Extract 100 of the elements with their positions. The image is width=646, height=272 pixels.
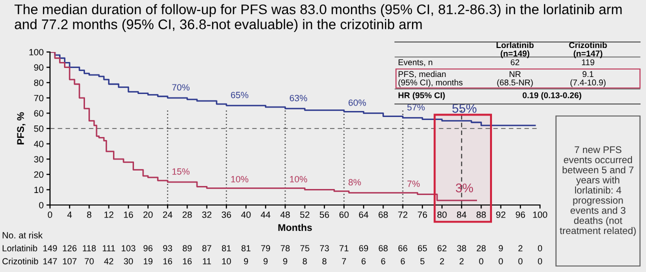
annotation: 63% (290, 94, 308, 102)
text: 62 (438, 245, 446, 252)
annotation: Events, n (398, 59, 432, 66)
text: 7 (342, 258, 346, 264)
text: 8 (302, 258, 307, 264)
text: 0 (538, 258, 542, 264)
y-tick-label: 70 (34, 94, 44, 102)
text: 66 (398, 245, 408, 252)
x-tick-label: 48 (280, 211, 290, 218)
text: 16 (163, 258, 172, 264)
text: 70 (84, 258, 94, 264)
x-tick-label: 44 (260, 212, 270, 218)
text: 73 (320, 245, 329, 252)
text: 0 (498, 258, 503, 264)
text: 78 (280, 245, 290, 252)
text: 81 (222, 245, 231, 252)
text: 38 (457, 245, 466, 252)
text: 6 (381, 258, 386, 264)
text: 75 (300, 245, 310, 252)
x-tick-label: 64 (359, 211, 368, 218)
x-tick-label: 88 (476, 211, 486, 218)
x-tick-label: 52 (300, 211, 310, 218)
text: 9.1 (7.4-10.9) (570, 71, 606, 88)
text: 19 (144, 258, 152, 264)
text: 6 (400, 258, 405, 264)
annotation: 7% (407, 180, 420, 187)
x-tick-label: 32 (202, 211, 212, 218)
text: 0 (518, 258, 522, 264)
annotation: 10% (290, 176, 308, 182)
text: 93 (163, 245, 172, 252)
y-tick-label: 90 (34, 64, 44, 71)
annotation: PFS, median (95% CI), months (398, 70, 463, 88)
text: No. at risk (2, 232, 43, 238)
x-tick-label: 76 (418, 211, 428, 218)
text: 9 (498, 245, 503, 252)
x-tick-label: 56 (320, 211, 330, 218)
text: 9 (244, 258, 248, 264)
x-tick-label: 68 (378, 211, 388, 218)
text: 16 (183, 258, 192, 264)
x-axis-title: Months (278, 224, 312, 231)
text: 65 (418, 245, 427, 252)
text: 81 (242, 245, 250, 252)
text: 87 (202, 245, 212, 252)
annotation: 15% (172, 168, 190, 175)
y-tick-label: 30 (34, 156, 44, 162)
annotation: NR (68.5-NR) (497, 71, 533, 88)
text: 111 (102, 245, 116, 252)
text: 30 (124, 258, 133, 264)
annotation: 3% (456, 184, 473, 192)
text: 119 (582, 59, 594, 66)
x-tick-label: 60 (339, 211, 349, 218)
chart-title: The median duration of follow-up for PFS was 83.0 months (95% CI, 81.2-86.3) in the lorlatinib arm and 77.2 months (95% CI, 36.8-not evaluable) in the crizotinib arm (14, 4, 622, 32)
text: 9 (283, 258, 288, 264)
x-tick-label: 40 (241, 211, 251, 218)
y-tick-label: 60 (34, 110, 44, 117)
text: 6 (362, 258, 366, 264)
x-tick-label: 12 (104, 211, 114, 218)
text: 68 (378, 245, 388, 252)
text: 147 (43, 258, 57, 264)
text: 118 (82, 245, 96, 252)
x-tick-label: 80 (437, 211, 447, 218)
text: 2 (460, 258, 464, 264)
y-tick-label: 50 (34, 125, 44, 132)
x-tick-label: 72 (398, 211, 408, 218)
annotation: 62 (510, 59, 520, 66)
annotation: 65% (231, 92, 248, 98)
x-tick-label: 84 (456, 211, 466, 218)
text: 149 (43, 245, 57, 252)
text: Crizotinib (2, 258, 38, 264)
x-tick-label: 20 (143, 211, 153, 218)
annotation: 60% (348, 99, 366, 106)
text: 107 (62, 258, 76, 264)
text: 0 (538, 245, 542, 252)
x-tick-label: 100 (533, 211, 548, 218)
text: 10 (222, 258, 231, 264)
x-tick-label: 4 (67, 212, 72, 218)
y-tick-label: 0 (39, 202, 44, 208)
text: 5 (420, 258, 424, 264)
annotation: Lorlatinib (n=149) (496, 42, 534, 58)
text: 96 (144, 245, 152, 252)
annotation: HR (95% CI) (398, 92, 445, 100)
y-axis-title: PFS, % (17, 112, 26, 144)
y-tick-label: 80 (34, 80, 44, 86)
text: 103 (122, 245, 136, 252)
x-tick-label: 16 (124, 211, 134, 218)
x-tick-label: 24 (163, 211, 172, 218)
text: 28 (476, 245, 486, 252)
text: Crizotinib (n=147) (569, 42, 607, 58)
x-tick-label: 28 (182, 211, 192, 218)
annotation: 70% (172, 84, 190, 91)
x-tick-label: 92 (496, 211, 506, 218)
text: 11 (202, 258, 211, 264)
x-tick-label: 36 (222, 211, 232, 218)
annotation: 0.19 (0.13-0.26) (522, 92, 582, 100)
y-tick-label: 20 (34, 171, 44, 178)
text: 9 (264, 258, 268, 264)
annotation: 10% (231, 176, 248, 182)
text: 42 (104, 258, 114, 264)
y-tick-label: 10 (34, 186, 44, 194)
text: 89 (182, 245, 192, 252)
